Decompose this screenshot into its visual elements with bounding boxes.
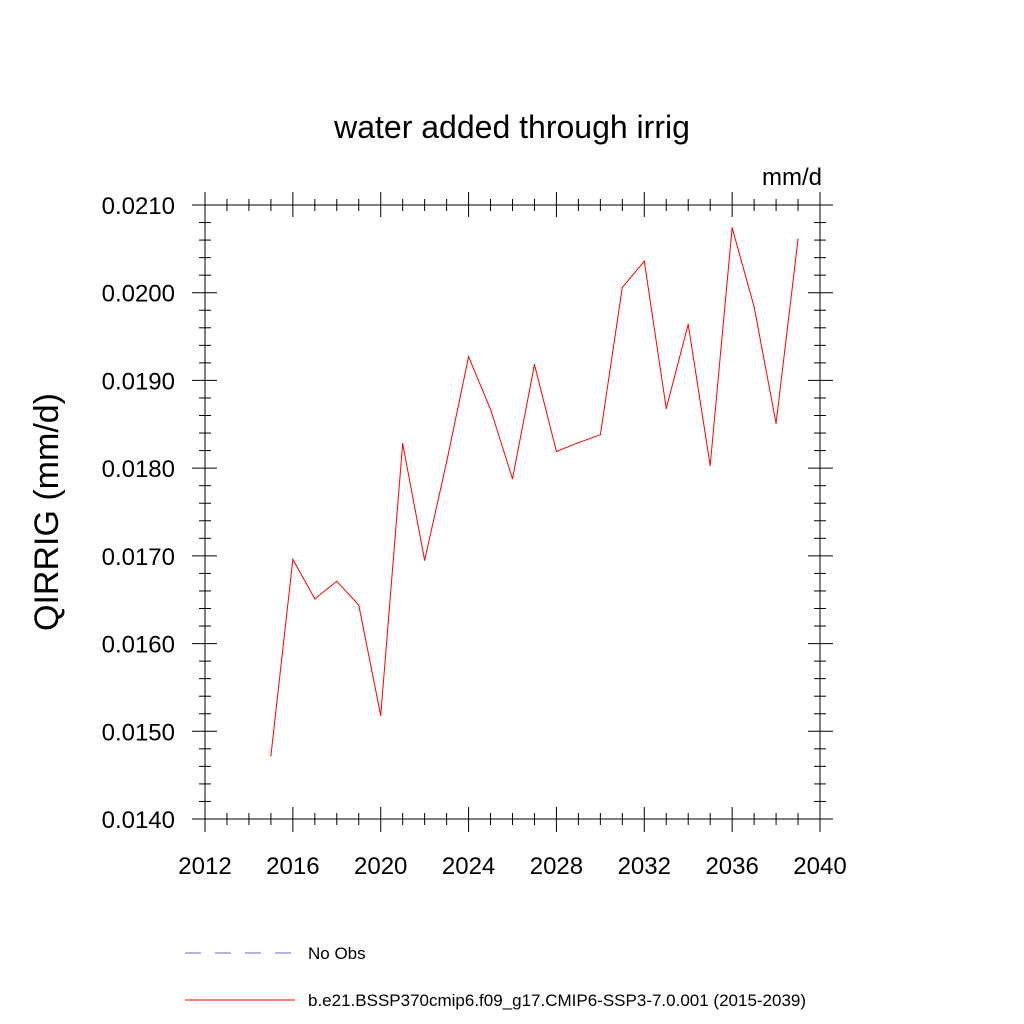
data-point xyxy=(336,580,338,582)
data-point xyxy=(555,450,558,453)
chart-title: water added through irrig xyxy=(333,109,690,145)
data-point xyxy=(489,408,492,410)
x-tick-label: 2012 xyxy=(178,853,231,880)
plot-frame xyxy=(204,204,821,820)
y-tick-label: 0.0190 xyxy=(102,368,175,395)
y-tick-label: 0.0200 xyxy=(102,281,175,308)
y-tick-label: 0.0140 xyxy=(102,807,175,834)
data-point xyxy=(577,442,579,444)
x-tick-labels: 2012 2016 2020 2024 2028 2032 2036 2040 xyxy=(178,853,846,880)
x-tick-label: 2016 xyxy=(266,853,319,880)
data-point xyxy=(270,755,272,757)
data-point xyxy=(314,598,316,600)
x-tick-label: 2024 xyxy=(442,853,495,880)
x-tick-label: 2020 xyxy=(354,853,407,880)
x-tick-label: 2040 xyxy=(793,853,846,880)
data-point xyxy=(467,356,470,358)
data-point xyxy=(709,464,711,467)
y-axis-label: QIRRIG (mm/d) xyxy=(28,393,66,631)
data-point xyxy=(358,604,360,606)
data-point xyxy=(775,422,777,425)
x-tick-label: 2036 xyxy=(705,853,758,880)
y-tick-label: 0.0170 xyxy=(102,544,175,571)
data-point xyxy=(424,559,426,561)
data-point xyxy=(292,558,294,560)
data-point xyxy=(665,407,667,410)
y-tick-label: 0.0210 xyxy=(102,193,175,220)
axis-ticks xyxy=(192,192,833,832)
data-point xyxy=(687,323,689,325)
data-point xyxy=(753,306,755,308)
series-line-0 xyxy=(270,227,799,756)
x-tick-label: 2028 xyxy=(530,853,583,880)
series-group xyxy=(270,227,799,757)
y-tick-label: 0.0160 xyxy=(102,632,175,659)
legend-label-no-obs: No Obs xyxy=(308,944,366,963)
data-point xyxy=(643,260,645,262)
x-tick-label: 2032 xyxy=(618,853,671,880)
legend-label-model: b.e21.BSSP370cmip6.f09_g17.CMIP6-SSP3-7.… xyxy=(308,991,806,1010)
legend: No Obs b.e21.BSSP370cmip6.f09_g17.CMIP6-… xyxy=(185,944,806,1010)
data-point xyxy=(797,238,799,240)
data-point xyxy=(446,461,448,463)
data-point xyxy=(380,714,382,717)
data-point xyxy=(621,286,623,289)
data-point xyxy=(511,478,514,480)
y-tick-label: 0.0150 xyxy=(102,719,175,746)
units-label: mm/d xyxy=(762,164,822,191)
y-tick-label: 0.0180 xyxy=(102,456,175,483)
data-point xyxy=(599,434,601,436)
data-point xyxy=(402,442,404,445)
y-tick-labels: 0.0140 0.0150 0.0160 0.0170 0.0180 0.0190 0.02… xyxy=(102,193,175,834)
data-point xyxy=(731,227,733,229)
data-point xyxy=(533,364,536,366)
